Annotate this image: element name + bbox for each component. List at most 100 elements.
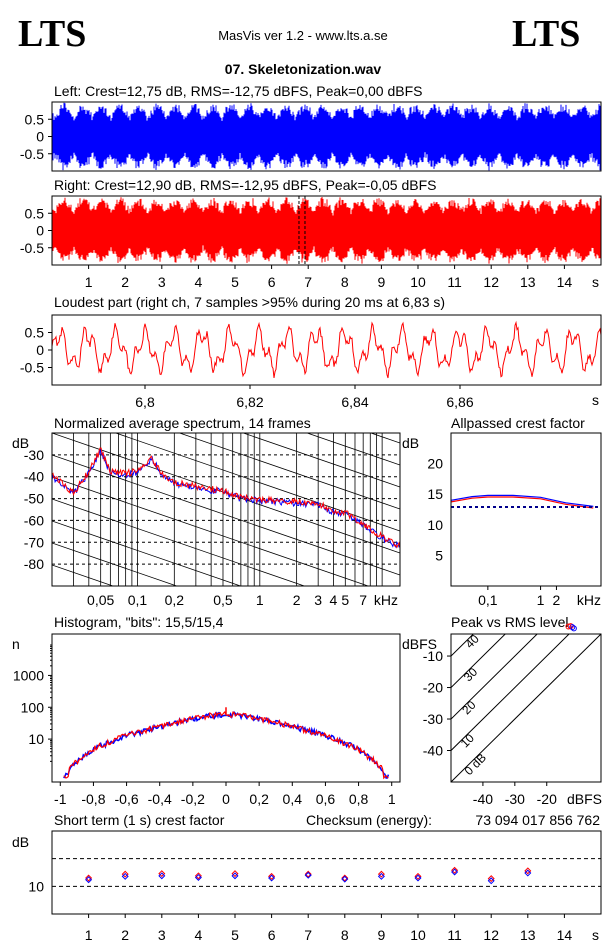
y-tick-label: 5 <box>435 547 443 563</box>
x-tick-label: -0,2 <box>181 791 205 807</box>
short-term-point <box>524 869 532 877</box>
x-tick-label: 7 <box>359 592 367 608</box>
short-term-point <box>341 874 349 882</box>
short-term-point <box>304 870 312 878</box>
x-tick-label: 1 <box>85 927 93 943</box>
short-term-point <box>451 866 459 874</box>
x-tick-label: 7 <box>304 927 312 943</box>
logo-right: LTS <box>512 13 580 55</box>
x-tick-label: -20 <box>537 791 557 807</box>
x-tick-label: 9 <box>378 927 386 943</box>
x-tick-label: 6,84 <box>341 394 368 410</box>
spectrum-title: Normalized average spectrum, 14 frames <box>54 415 311 431</box>
peakrms-ylabel: dBFS <box>402 636 437 652</box>
x-tick-label: 4 <box>330 592 338 608</box>
x-tick-label: 7 <box>304 274 312 290</box>
x-tick-label: -30 <box>505 791 525 807</box>
slope-line <box>52 498 306 586</box>
y-tick-label: 0.5 <box>25 111 45 127</box>
shortterm-title: Short term (1 s) crest factor <box>54 812 225 828</box>
checksum-label: Checksum (energy): <box>306 812 432 828</box>
x-tick-label: 2 <box>553 592 561 608</box>
y-tick-label: 0 <box>36 342 44 358</box>
short-term-point <box>524 867 532 875</box>
peak-rms-point <box>569 624 576 631</box>
short-term-crest-plot: 101 2 3 4 5 6 7 8 9 10 11 12 13 14 <box>28 830 602 943</box>
x-tick-label: 0,5 <box>213 592 233 608</box>
y-tick-label: -10 <box>423 648 443 664</box>
histogram-plot: 1000 100 10 -1 -0,8 -0,6 -0,4 -0,2 0 0,2 0,4 0,6 0,8… <box>13 633 401 807</box>
y-tick-label: 10 <box>427 517 443 533</box>
pvr-frame <box>450 633 602 783</box>
allpassed-crest-plot: 20 15 10 5 0,1 1 2 <box>427 432 602 608</box>
x-tick-label: 10 <box>410 927 426 943</box>
allpass-right <box>450 496 594 509</box>
short-term-point <box>487 875 495 883</box>
short-term-point <box>231 872 239 880</box>
x-tick-label: 13 <box>520 927 536 943</box>
loudest-title: Loudest part (right ch, 7 samples >95% d… <box>54 294 445 310</box>
allpass-frame <box>450 432 602 587</box>
spectrum-frame <box>51 432 401 587</box>
short-term-point <box>341 875 349 883</box>
short-term-point <box>268 874 276 882</box>
left-channel-waveform: 0.5 0-0.5 <box>20 101 602 172</box>
y-tick-label: 1000 <box>13 667 44 683</box>
left-title: Left: Crest=12,75 dB, RMS=-12,75 dBFS, P… <box>54 83 422 99</box>
x-tick-label: 1 <box>85 274 93 290</box>
right-xunit: s <box>592 274 599 290</box>
short-term-point <box>158 872 166 880</box>
short-term-point <box>414 874 422 882</box>
x-tick-label: 2 <box>121 927 129 943</box>
shortterm-xunit: s <box>592 927 599 943</box>
right-title: Right: Crest=12,90 dB, RMS=-12,95 dBFS, … <box>54 177 436 193</box>
x-tick-label: 0,8 <box>349 791 369 807</box>
x-tick-label: 9 <box>378 274 386 290</box>
x-tick-label: 0,1 <box>478 592 498 608</box>
x-tick-label: 3 <box>314 592 322 608</box>
short-term-point <box>304 871 312 879</box>
checksum-value: 73 094 017 856 762 <box>475 812 600 828</box>
diagonal-label: 10 <box>458 731 478 751</box>
waveform-trace <box>52 197 601 264</box>
allpass-ylabel: dB <box>402 435 419 451</box>
x-tick-label: 10 <box>410 274 426 290</box>
y-tick-label: 10 <box>28 878 44 894</box>
short-term-point <box>451 868 459 876</box>
x-tick-label: 0,6 <box>316 791 336 807</box>
logo-left: LTS <box>18 13 86 55</box>
peakrms-title: Peak vs RMS level <box>451 614 568 630</box>
x-tick-label: -40 <box>473 791 493 807</box>
file-title: 07. Skeletonization.wav <box>225 61 382 77</box>
slope-line <box>52 631 400 751</box>
diagonal-label: 20 <box>459 698 479 718</box>
shortterm-ylabel: dB <box>12 834 29 850</box>
y-tick-label: -0.5 <box>20 240 44 256</box>
slope-line <box>52 564 115 586</box>
spectrum-ylabel: dB <box>12 435 29 451</box>
right-channel-waveform: 0.50-0.51 2 3 4 5 6 7 8 9 10 11 12 13 14 <box>20 195 602 290</box>
x-tick-label: 2 <box>121 274 129 290</box>
y-tick-label: -30 <box>423 711 443 727</box>
spectrum-xunit: kHz <box>374 592 398 608</box>
diagonal-label: 30 <box>461 665 481 685</box>
y-tick-label: 0 <box>36 223 44 239</box>
y-tick-label: -50 <box>24 491 44 507</box>
app-title: MasVis ver 1.2 - www.lts.a.se <box>218 28 388 43</box>
x-tick-label: -0,8 <box>81 791 105 807</box>
x-tick-label: 14 <box>557 927 573 943</box>
histogram-title: Histogram, "bits": 15,5/15,4 <box>54 614 224 630</box>
y-tick-label: -30 <box>24 447 44 463</box>
y-tick-label: -40 <box>24 469 44 485</box>
y-tick-label: 0 <box>36 129 44 145</box>
x-tick-label: 5 <box>231 927 239 943</box>
short-term-point <box>377 870 385 878</box>
x-tick-label: 12 <box>483 274 499 290</box>
slope-line <box>178 433 400 510</box>
short-term-point <box>377 872 385 880</box>
short-term-point <box>487 877 495 885</box>
short-term-point <box>414 872 422 880</box>
y-tick-label: 0.5 <box>25 205 45 221</box>
x-tick-label: 12 <box>483 927 499 943</box>
x-tick-label: 4 <box>195 274 203 290</box>
